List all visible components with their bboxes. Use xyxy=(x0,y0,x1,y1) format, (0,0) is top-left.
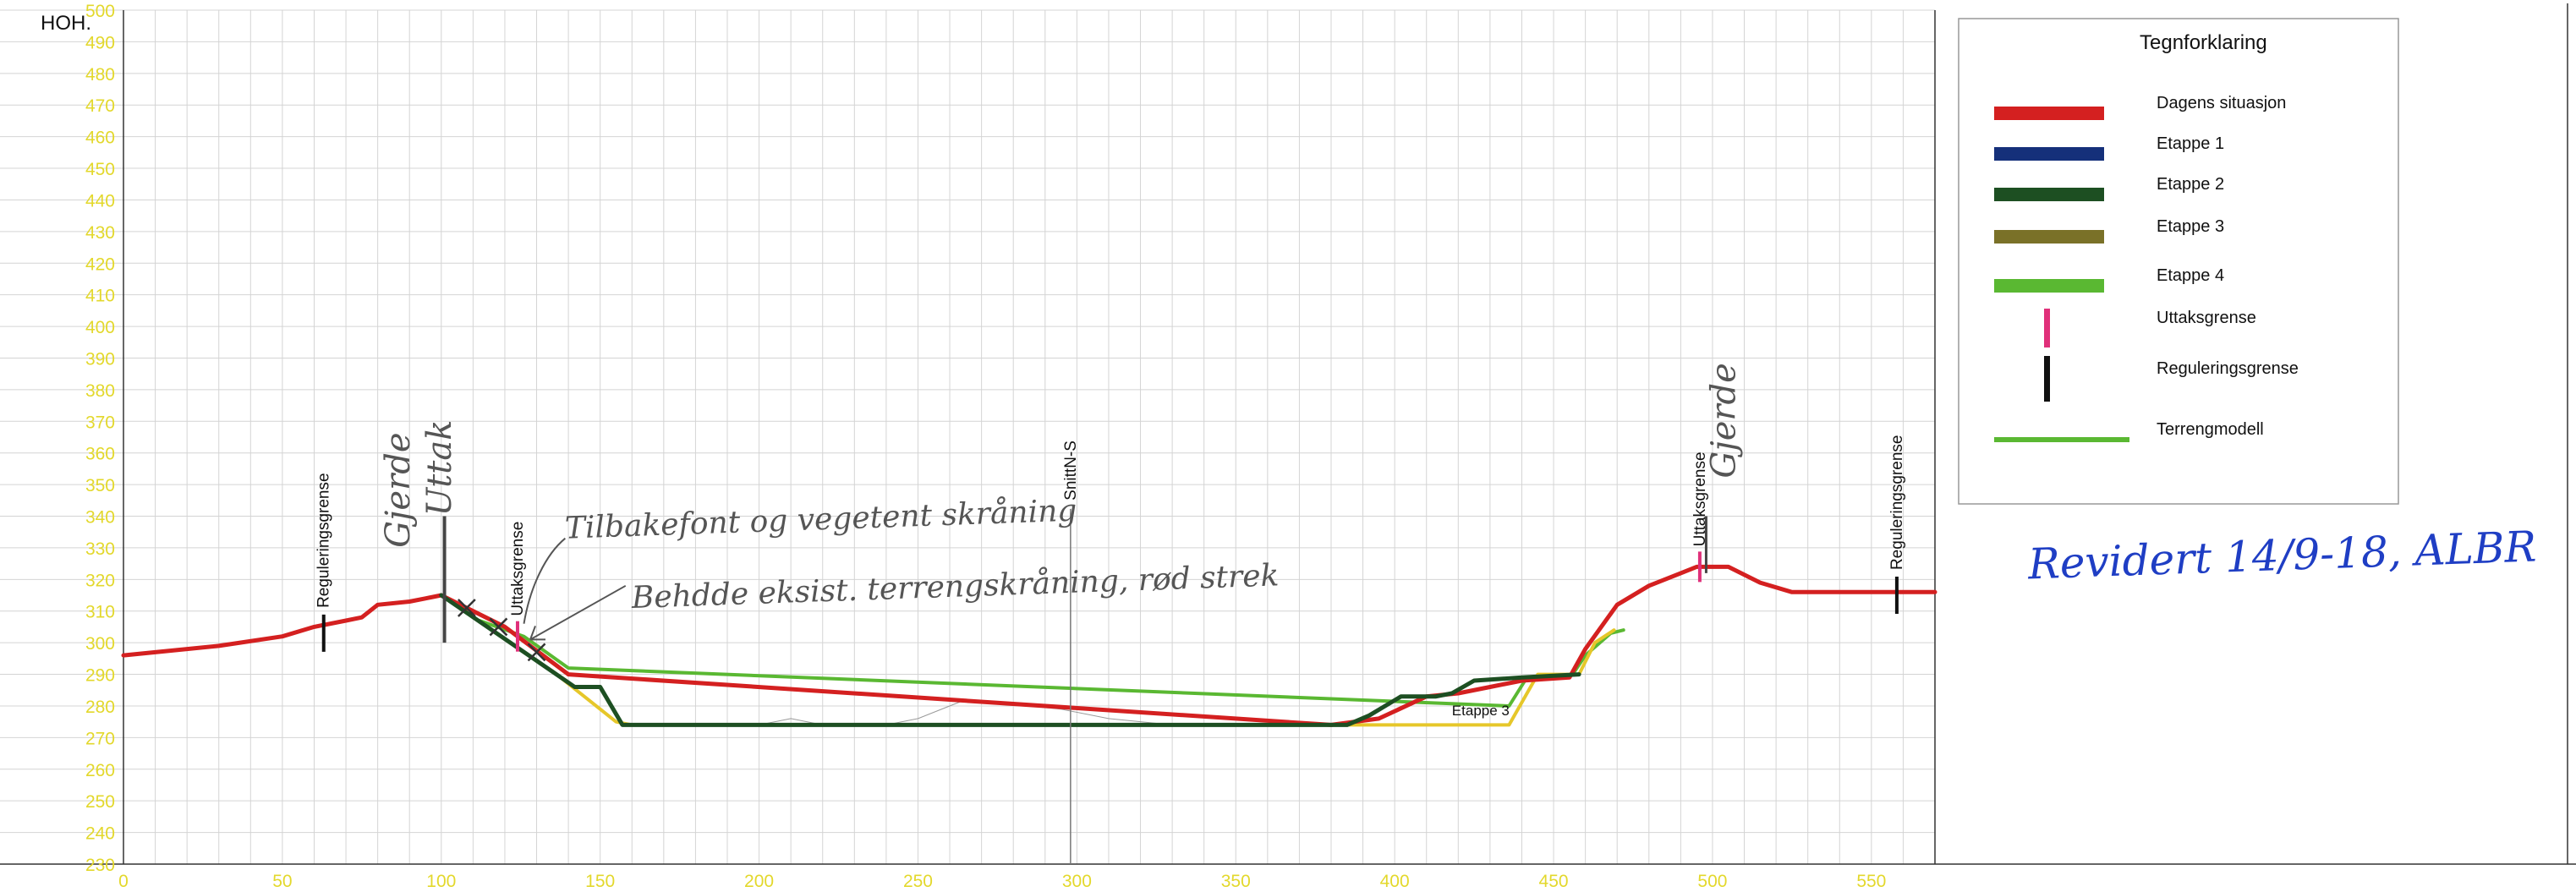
y-tick-label: 400 xyxy=(85,318,115,337)
x-tick-label: 550 xyxy=(1856,872,1886,891)
legend-box xyxy=(1958,18,2399,505)
y-tick-label: 420 xyxy=(85,254,115,274)
y-axis-title: HOH. xyxy=(41,12,91,35)
slope-cross-mark xyxy=(489,617,508,637)
y-tick-label: 490 xyxy=(85,33,115,52)
extraction-boundary-label: Uttaksgrense xyxy=(1691,451,1709,546)
series-etappe-2 xyxy=(439,593,1581,727)
legend-label: Dagens situasjon xyxy=(2157,94,2286,112)
legend-label: Etappe 3 xyxy=(2157,217,2224,236)
legend-swatch xyxy=(1994,107,2104,120)
y-tick-label: 330 xyxy=(85,539,115,559)
grid xyxy=(0,9,1936,865)
x-tick-label: 450 xyxy=(1539,872,1569,891)
x-tick-label: 250 xyxy=(903,872,933,891)
x-tick-label: 350 xyxy=(1221,872,1251,891)
legend-label: Etappe 1 xyxy=(2157,134,2224,153)
legend-label: Uttaksgrense xyxy=(2157,309,2256,327)
handwritten-note: Gjerde xyxy=(379,432,418,547)
x-tick-label: 150 xyxy=(585,872,615,891)
x-tick-label: 50 xyxy=(272,872,292,891)
handwritten-note: Tilbakefont og vegetent skråning xyxy=(564,494,1077,546)
y-tick-label: 470 xyxy=(85,96,115,116)
y-tick-label: 360 xyxy=(85,445,115,464)
legend-label: Etappe 4 xyxy=(2157,266,2224,285)
y-tick-label: 500 xyxy=(85,2,115,21)
y-tick-label: 320 xyxy=(85,571,115,590)
legend-label: Etappe 2 xyxy=(2157,175,2224,194)
y-tick-label: 410 xyxy=(85,287,115,306)
x-tick-label: 400 xyxy=(1380,872,1410,891)
x-tick-label: 500 xyxy=(1697,872,1727,891)
y-tick-label: 390 xyxy=(85,349,115,369)
legend-swatch xyxy=(1994,437,2129,442)
y-tick-label: 260 xyxy=(85,761,115,780)
stage-annotation: Etappe 3 xyxy=(1452,703,1510,719)
note-leader-1 xyxy=(523,537,566,624)
chart-frame xyxy=(0,3,2576,865)
legend-label: Reguleringsgrense xyxy=(2157,359,2299,378)
extraction-boundary-label: Uttaksgrense xyxy=(509,522,527,616)
legend-swatch xyxy=(1994,147,2104,161)
y-tick-label: 230 xyxy=(85,856,115,875)
legend-swatch xyxy=(2044,356,2050,402)
legend-label: Terrengmodell xyxy=(2157,420,2264,439)
note-leader-2 xyxy=(529,584,627,641)
handwritten-note: Gjerde xyxy=(1704,363,1743,478)
boundary-markers: Reguleringsgrense Reguleringsgrense Uttaks… xyxy=(315,435,1906,864)
y-tick-label: 350 xyxy=(85,476,115,495)
y-tick-label: 310 xyxy=(85,603,115,622)
series-group xyxy=(121,564,1937,727)
y-tick-label: 430 xyxy=(85,223,115,243)
y-tick-label: 380 xyxy=(85,381,115,401)
y-tick-label: 480 xyxy=(85,65,115,85)
x-tick-label: 0 xyxy=(118,872,129,891)
y-tick-label: 300 xyxy=(85,634,115,654)
y-tick-label: 340 xyxy=(85,508,115,528)
legend-swatch xyxy=(1994,188,2104,201)
regulation-boundary-label: Reguleringsgrense xyxy=(315,473,333,608)
legend-title: Tegnforklaring xyxy=(2140,31,2267,54)
x-tick-label: 100 xyxy=(426,872,456,891)
y-tick-label: 280 xyxy=(85,698,115,717)
slope-cross-mark xyxy=(457,599,476,617)
slope-cross-mark xyxy=(527,643,546,662)
y-tick-label: 290 xyxy=(85,666,115,686)
y-tick-label: 250 xyxy=(85,792,115,812)
legend-swatch xyxy=(2044,309,2050,347)
y-tick-label: 370 xyxy=(85,413,115,432)
x-tick-label: 200 xyxy=(744,872,774,891)
axis-ticks: 230 240 250 260 270 280 290 300 310 320 330 340 350 3… xyxy=(85,2,1886,891)
section-label: SnittN-S xyxy=(1062,441,1080,501)
y-tick-label: 270 xyxy=(85,729,115,748)
x-tick-label: 300 xyxy=(1062,872,1092,891)
regulation-boundary-label: Reguleringsgrense xyxy=(1888,435,1906,571)
legend-swatch xyxy=(1994,230,2104,244)
y-tick-label: 240 xyxy=(85,824,115,844)
y-tick-label: 460 xyxy=(85,129,115,148)
y-tick-label: 440 xyxy=(85,191,115,211)
y-tick-label: 450 xyxy=(85,160,115,179)
handwritten-note: Uttak xyxy=(420,420,459,517)
legend-swatch xyxy=(1994,279,2104,293)
legend: Tegnforklaring Dagens situasjon Etappe 1 Et… xyxy=(1958,18,2399,505)
